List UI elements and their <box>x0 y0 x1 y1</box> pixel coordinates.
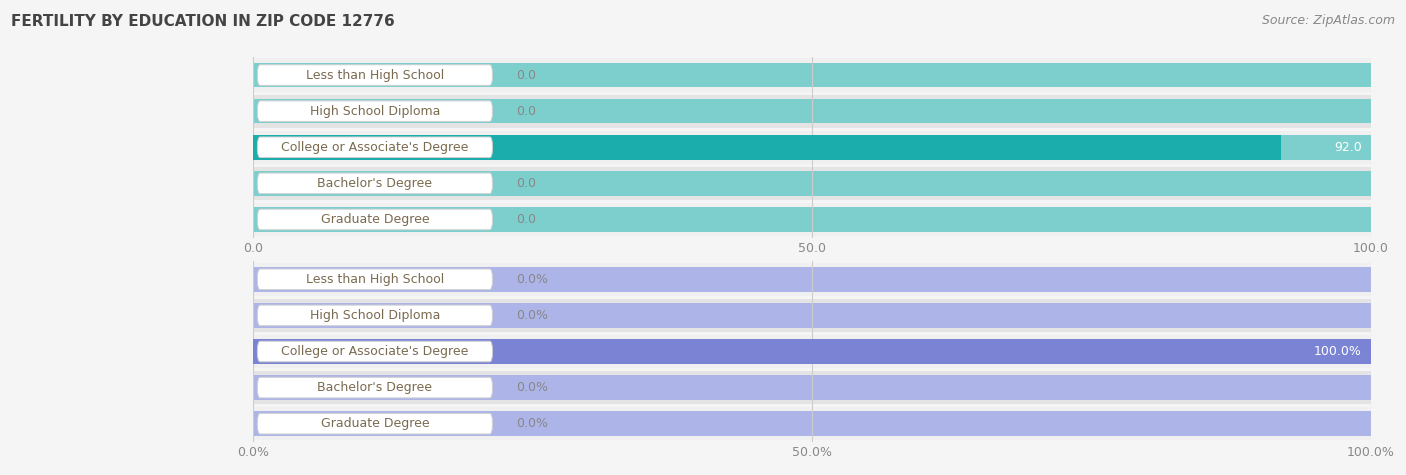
Text: 0.0: 0.0 <box>516 68 536 82</box>
Text: Less than High School: Less than High School <box>305 273 444 286</box>
Bar <box>253 171 1371 196</box>
Text: Bachelor's Degree: Bachelor's Degree <box>318 381 433 394</box>
Bar <box>253 339 1371 364</box>
FancyBboxPatch shape <box>257 209 492 230</box>
Bar <box>253 63 1371 87</box>
Bar <box>253 335 1371 368</box>
Bar <box>253 407 1371 440</box>
Text: 0.0%: 0.0% <box>516 417 548 430</box>
Text: 92.0: 92.0 <box>1334 141 1362 154</box>
Bar <box>253 371 1371 404</box>
Text: Source: ZipAtlas.com: Source: ZipAtlas.com <box>1261 14 1395 27</box>
Text: 0.0%: 0.0% <box>516 273 548 286</box>
FancyBboxPatch shape <box>257 305 492 326</box>
FancyBboxPatch shape <box>257 65 492 86</box>
Text: Less than High School: Less than High School <box>305 68 444 82</box>
Bar <box>253 131 1371 164</box>
Bar <box>253 267 1371 292</box>
FancyBboxPatch shape <box>257 137 492 158</box>
Bar <box>253 203 1371 236</box>
Text: High School Diploma: High School Diploma <box>309 104 440 118</box>
Text: College or Associate's Degree: College or Associate's Degree <box>281 345 468 358</box>
Bar <box>253 135 1371 160</box>
Bar <box>253 299 1371 332</box>
Text: 0.0: 0.0 <box>516 104 536 118</box>
Text: 0.0: 0.0 <box>516 177 536 190</box>
FancyBboxPatch shape <box>257 269 492 290</box>
Bar <box>253 207 1371 232</box>
Text: FERTILITY BY EDUCATION IN ZIP CODE 12776: FERTILITY BY EDUCATION IN ZIP CODE 12776 <box>11 14 395 29</box>
Text: College or Associate's Degree: College or Associate's Degree <box>281 141 468 154</box>
FancyBboxPatch shape <box>257 413 492 434</box>
Text: 0.0%: 0.0% <box>516 309 548 322</box>
Bar <box>253 99 1371 124</box>
Text: High School Diploma: High School Diploma <box>309 309 440 322</box>
Bar <box>253 263 1371 296</box>
FancyBboxPatch shape <box>257 341 492 362</box>
Bar <box>253 95 1371 128</box>
Bar <box>253 339 1371 364</box>
Text: 100.0%: 100.0% <box>1315 345 1362 358</box>
Text: Graduate Degree: Graduate Degree <box>321 417 429 430</box>
Text: 0.0: 0.0 <box>516 213 536 226</box>
Text: 0.0%: 0.0% <box>516 381 548 394</box>
Text: Bachelor's Degree: Bachelor's Degree <box>318 177 433 190</box>
FancyBboxPatch shape <box>257 377 492 398</box>
Text: Graduate Degree: Graduate Degree <box>321 213 429 226</box>
Bar <box>253 58 1371 92</box>
Bar <box>253 411 1371 436</box>
Bar <box>253 375 1371 400</box>
FancyBboxPatch shape <box>257 101 492 122</box>
Bar <box>253 303 1371 328</box>
Bar <box>253 167 1371 200</box>
FancyBboxPatch shape <box>257 173 492 194</box>
Bar <box>253 135 1281 160</box>
